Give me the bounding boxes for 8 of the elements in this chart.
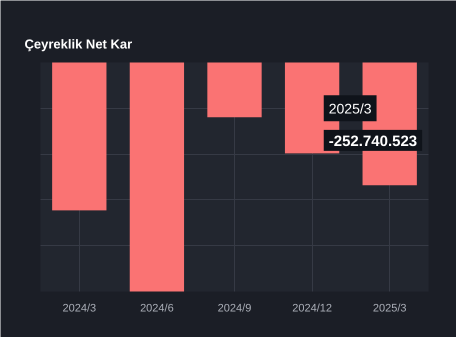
annotation: -252.740.523 (328, 132, 418, 150)
x-tick-label: 2024/9 (218, 302, 252, 314)
x-tick-label: 2025/3 (372, 302, 407, 314)
x-tick-label: 2024/12 (292, 302, 332, 314)
x-tick-label: 2024/6 (140, 302, 174, 314)
x-tick-label: 2024/3 (62, 302, 96, 314)
chart-title: Çeyreklik Net Kar (24, 36, 132, 52)
annotation: 2025/3 (328, 100, 372, 116)
